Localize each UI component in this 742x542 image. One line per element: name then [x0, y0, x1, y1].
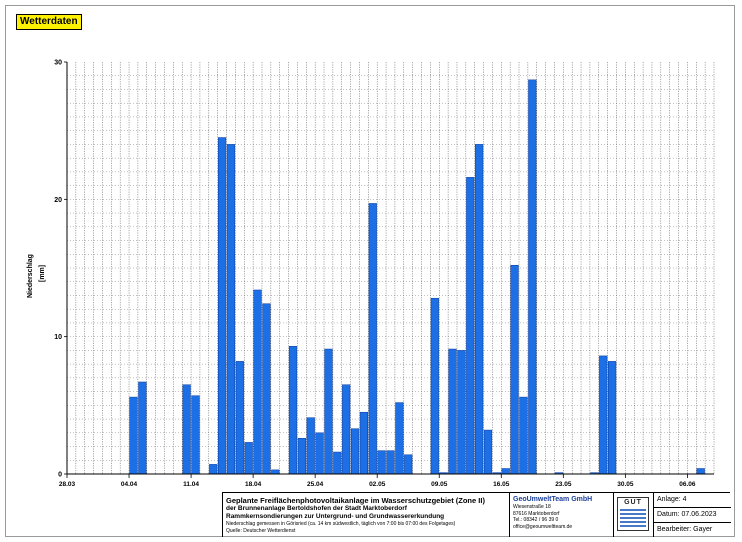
logo-box: GUT: [617, 497, 649, 531]
x-tick-label: 30.05: [617, 481, 634, 488]
page-frame: [5, 5, 735, 537]
bar: [430, 297, 439, 475]
bar: [235, 361, 244, 475]
measurement-note: Niederschlag gemessen in Görisried (ca. …: [226, 521, 456, 527]
x-tick-label: 28.03: [59, 481, 76, 488]
bar: [350, 428, 360, 475]
bar: [377, 450, 386, 475]
document-author: Bearbeiter: Gayer: [657, 526, 713, 533]
company-street: Wiesenstraße 18: [513, 504, 551, 510]
x-tick-label: 16.05: [493, 481, 510, 488]
annex-number: Anlage: 4: [654, 493, 731, 508]
bar: [297, 438, 306, 475]
bar: [466, 177, 475, 475]
title-block: Geplante Freiflächenphotovoltaikanlage i…: [222, 492, 731, 537]
bar: [244, 442, 253, 475]
bar: [342, 384, 351, 475]
data-source: Quelle: Deutscher Wetterdienst: [226, 527, 296, 534]
bar: [306, 417, 315, 475]
bar: [368, 203, 377, 475]
bar: [483, 429, 493, 475]
document-date: Datum: 07.06.2023: [654, 508, 731, 523]
bar: [253, 289, 262, 475]
logo-waves-icon: [620, 509, 646, 528]
bar: [607, 361, 617, 475]
bar: [138, 381, 147, 475]
document-meta: Anlage: 4 Datum: 07.06.2023 Bearbeiter: …: [653, 493, 731, 537]
y-tick-label: 10: [54, 334, 62, 341]
bar: [475, 144, 484, 475]
company-phone: Tel.: 08342 / 96 39 0: [513, 517, 559, 523]
bar: [182, 384, 191, 475]
bar: [448, 348, 457, 475]
y-tick-label: 0: [58, 472, 62, 479]
company-logo: GUT: [613, 493, 653, 537]
bar: [501, 468, 510, 475]
x-tick-label: 02.05: [369, 481, 386, 488]
bar: [288, 346, 298, 475]
logo-text: GUT: [624, 499, 642, 506]
bar: [696, 468, 705, 475]
x-tick-label: 11.04: [183, 481, 199, 488]
weather-data-tag: Wetterdaten: [16, 14, 82, 30]
bar: [404, 454, 413, 475]
x-tick-label: 09.05: [431, 481, 448, 488]
company-info: GeoUmweltTeam GmbH Wiesenstraße 18 87616…: [509, 493, 613, 537]
bar: [395, 402, 404, 475]
x-tick-label: 18.04: [245, 481, 262, 488]
x-tick-label: 04.04: [121, 481, 138, 488]
bar: [599, 355, 608, 475]
y-tick-label: 30: [54, 60, 62, 67]
bar: [457, 350, 466, 475]
precipitation-chart: 0 10 20 30 28.03 04.04 11.04 18.04 25.04 02.05 09.…: [54, 60, 715, 488]
x-tick-label: 23.05: [555, 481, 572, 488]
y-tick-label: 20: [54, 197, 62, 204]
project-info: Geplante Freiflächenphotovoltaikanlage i…: [223, 493, 509, 537]
bar: [324, 348, 333, 475]
bar: [333, 451, 342, 475]
project-subtitle: der Brunnenanlage Bertoldshofen der Stad…: [226, 505, 407, 512]
company-email: office@geoumweltteam.de: [513, 523, 573, 530]
bar: [218, 137, 227, 475]
project-title: Geplante Freiflächenphotovoltaikanlage i…: [226, 496, 485, 505]
bar: [510, 265, 519, 475]
bar: [129, 396, 138, 475]
x-tick-label: 25.04: [307, 481, 324, 488]
bar: [519, 396, 528, 475]
bar: [359, 411, 368, 475]
bar: [271, 469, 280, 475]
bar: [191, 395, 200, 475]
bar: [209, 464, 218, 475]
bar: [315, 432, 324, 475]
x-tick-label: 06.06: [679, 481, 696, 488]
bar: [386, 450, 395, 475]
project-scope: Rammkernsondierungen zur Untergrund- und…: [226, 513, 445, 520]
company-name: GeoUmweltTeam GmbH: [513, 496, 593, 503]
company-city: 87616 Marktoberdorf: [513, 510, 560, 517]
bar: [226, 144, 236, 475]
bar: [528, 79, 537, 475]
bar: [262, 303, 271, 475]
